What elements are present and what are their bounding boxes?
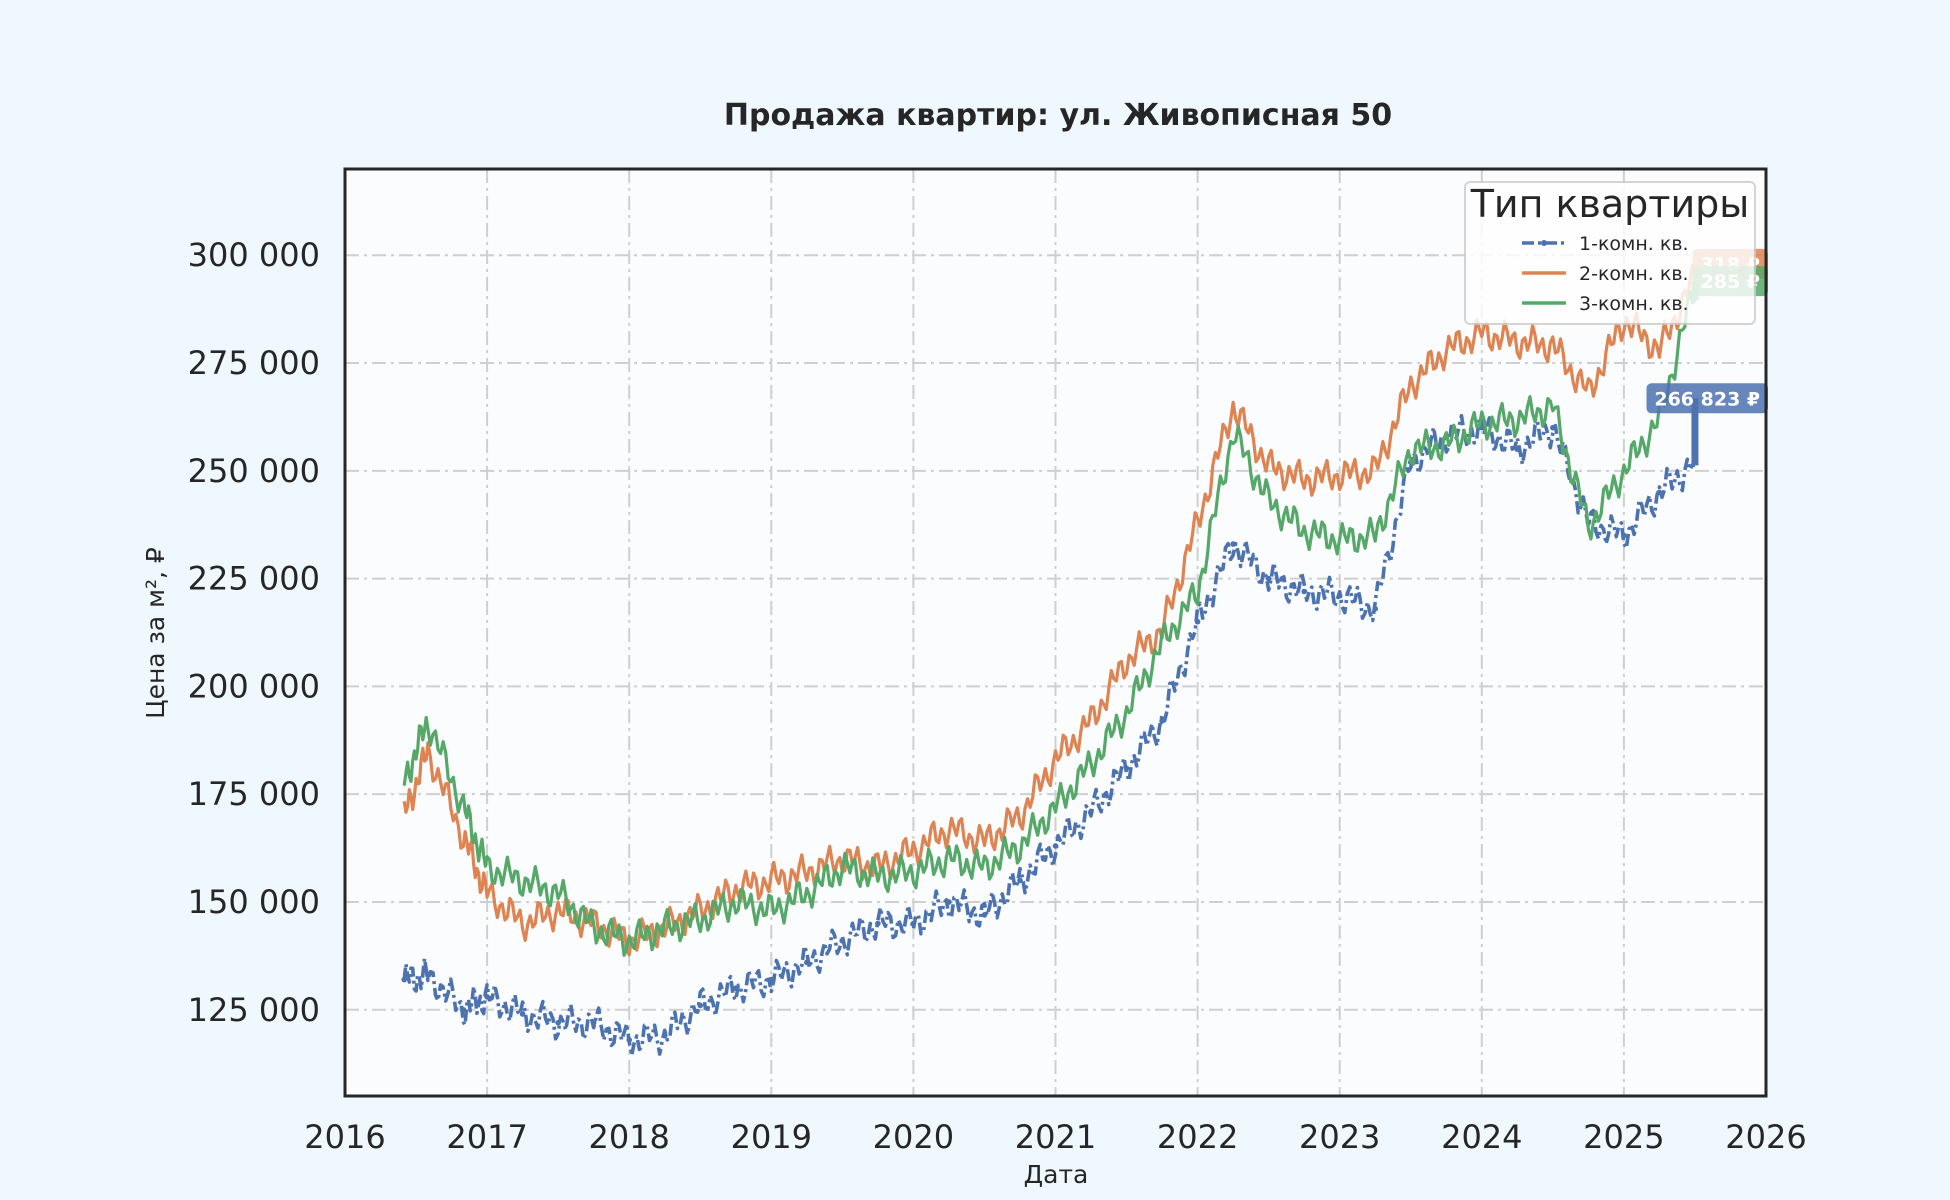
series-point-1 <box>519 1011 526 1017</box>
series-point-1 <box>1301 588 1307 595</box>
x-tick-label: 2017 <box>446 1118 527 1156</box>
end-label-1: 266 823 ₽ <box>1654 388 1760 410</box>
series-point-1 <box>590 1019 597 1026</box>
series-point-1 <box>981 912 988 918</box>
series-point-1 <box>804 959 810 966</box>
series-point-1 <box>1656 489 1663 496</box>
x-tick-label: 2022 <box>1157 1118 1238 1156</box>
x-tick-label: 2016 <box>304 1118 385 1156</box>
legend-entry-1: 1-комн. кв. <box>1579 233 1689 255</box>
series-point-1 <box>425 972 431 979</box>
x-tick-label: 2020 <box>873 1118 954 1156</box>
series-point-1 <box>768 976 775 983</box>
series-point-1 <box>875 920 881 927</box>
legend: Тип квартиры 1-комн. кв. 2-комн. кв. 3-комн… <box>1464 181 1756 325</box>
y-tick-label: 300 000 <box>188 236 320 274</box>
series-point-1 <box>1336 593 1343 599</box>
series-point-1 <box>460 1006 467 1013</box>
plot-frame <box>343 167 1768 1098</box>
series-point-1 <box>1621 532 1627 539</box>
series-point-1 <box>1052 843 1059 849</box>
y-tick-label: 275 000 <box>188 344 320 382</box>
y-tick-label: 150 000 <box>188 883 320 921</box>
series-point-1 <box>1514 446 1521 453</box>
x-tick-label: 2026 <box>1725 1118 1806 1156</box>
series-point-1 <box>946 899 952 905</box>
y-tick-label: 175 000 <box>188 775 320 813</box>
legend-entry-2: 2-комн. кв. <box>1579 263 1689 285</box>
legend-box <box>1464 181 1756 325</box>
series-point-1 <box>401 976 408 983</box>
series-point-1 <box>1159 718 1165 724</box>
legend-title: Тип квартиры <box>1470 182 1750 226</box>
x-axis-label: Дата <box>1024 1160 1089 1189</box>
series-point-1 <box>732 985 739 992</box>
chart-title: Продажа квартир: ул. Живописная 50 <box>724 98 1392 133</box>
series-line-3 <box>402 289 1697 957</box>
legend-marker-1 <box>1541 240 1547 246</box>
y-tick-label: 200 000 <box>188 667 320 705</box>
series-point-1 <box>910 920 917 927</box>
x-tick-label: 2025 <box>1583 1118 1664 1156</box>
series-point-1 <box>1372 605 1379 612</box>
series-point-1 <box>1017 877 1023 884</box>
series-point-1 <box>839 937 846 944</box>
series-point-1 <box>697 1002 704 1009</box>
x-tick-label: 2024 <box>1441 1118 1522 1156</box>
series-point-1 <box>555 1019 561 1026</box>
series-point-1 <box>626 1037 632 1043</box>
series-point-1 <box>1194 618 1201 625</box>
series-point-1 <box>484 994 490 1000</box>
series-line-1 <box>402 413 1696 1058</box>
series-point-1 <box>1550 424 1556 431</box>
x-tick-label: 2018 <box>588 1118 669 1156</box>
x-tick-label: 2019 <box>731 1118 812 1156</box>
x-tick-label: 2021 <box>1015 1118 1096 1156</box>
series-point-1 <box>1265 575 1272 582</box>
x-tick-label: 2023 <box>1299 1118 1380 1156</box>
y-tick-label: 225 000 <box>188 560 320 598</box>
series-point-1 <box>661 1032 668 1039</box>
series-point-1 <box>1123 765 1130 772</box>
end-label-badge-1 <box>1646 383 1768 414</box>
y-tick-label: 250 000 <box>188 452 320 490</box>
y-tick-label: 125 000 <box>188 991 320 1029</box>
y-axis-label: Цена за м², ₽ <box>141 547 170 719</box>
legend-entry-3: 3-комн. кв. <box>1579 293 1689 315</box>
series-point-1 <box>1230 541 1236 547</box>
plot-area: 266 823 ₽318 ₽285 ₽201620172018201920202… <box>188 167 1807 1156</box>
series-point-1 <box>1088 808 1094 815</box>
